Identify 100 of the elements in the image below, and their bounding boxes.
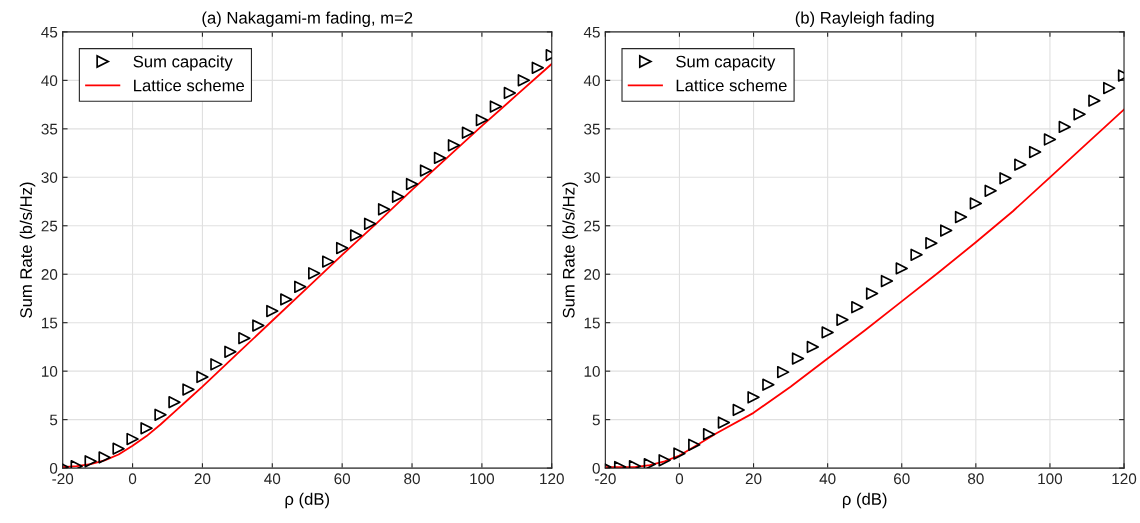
x-tick-label: 60 [334, 473, 351, 485]
x-tick-label: 0 [128, 473, 137, 485]
point [895, 262, 908, 275]
point [154, 408, 167, 421]
point [1088, 94, 1101, 107]
point [1028, 145, 1042, 159]
point [999, 172, 1012, 185]
x-tick-label: -20 [52, 473, 74, 485]
chart-title: (a) Nakagami-m fading, m=2 [202, 11, 413, 28]
point [806, 340, 820, 354]
point [673, 447, 686, 460]
y-tick-label: 35 [41, 123, 58, 135]
point [294, 280, 307, 294]
x-axis-title: ρ (dB) [285, 492, 329, 509]
x-tick-label: 80 [404, 473, 420, 485]
point [762, 378, 775, 391]
y-axis-title: Sum Rate (b/s/Hz) [19, 182, 36, 318]
point [969, 197, 983, 210]
point [939, 224, 953, 237]
point [1014, 158, 1027, 171]
point [112, 442, 125, 455]
y-tick-label: 40 [583, 75, 600, 87]
point [98, 451, 111, 464]
point [517, 74, 531, 87]
point [836, 313, 849, 326]
point [238, 331, 251, 345]
point [405, 177, 419, 191]
point [1058, 120, 1071, 134]
y-tick-label: 5 [49, 414, 58, 426]
y-tick-label: 45 [583, 26, 600, 38]
x-tick-label: 120 [540, 473, 564, 485]
point [447, 139, 461, 152]
point [503, 86, 517, 100]
x-tick-label: 20 [745, 473, 762, 485]
y-tick-label: 25 [41, 220, 58, 232]
chart-title: (b) Rayleigh fading [795, 11, 934, 28]
legend-label: Lattice scheme [676, 79, 787, 92]
point [252, 319, 265, 332]
point [851, 300, 864, 314]
y-tick-label: 30 [41, 172, 58, 183]
point [363, 217, 377, 231]
x-tick-label: 20 [194, 473, 211, 485]
point [433, 151, 447, 165]
point [461, 126, 475, 139]
point [791, 352, 805, 365]
point [1043, 133, 1057, 146]
y-tick-label: 5 [592, 414, 600, 426]
point [126, 432, 139, 446]
point [1073, 108, 1086, 121]
point [140, 422, 153, 435]
point [224, 345, 237, 358]
y-tick-label: 10 [584, 366, 600, 377]
point [910, 248, 923, 262]
legend-label: Lattice scheme [134, 79, 245, 92]
point [954, 210, 968, 224]
x-tick-label: 60 [894, 473, 910, 485]
point [196, 370, 209, 384]
point [821, 326, 834, 339]
x-tick-label: 40 [819, 473, 836, 485]
point [1103, 81, 1116, 95]
point [349, 229, 363, 242]
point [84, 455, 97, 468]
point [391, 190, 405, 203]
point [182, 383, 195, 396]
point [717, 416, 731, 429]
point [308, 267, 321, 280]
point [475, 113, 489, 127]
point [658, 454, 671, 467]
x-tick-label: 120 [1112, 473, 1137, 485]
point [776, 365, 790, 379]
x-tick-label: 0 [675, 473, 684, 485]
point [688, 438, 701, 452]
x-axis-title: ρ (dB) [842, 492, 887, 509]
y-tick-label: 15 [42, 317, 58, 329]
point [531, 61, 545, 74]
y-axis-title: Sum Rate (b/s/Hz) [562, 182, 578, 318]
y-tick-label: 10 [42, 366, 58, 377]
point [643, 457, 657, 469]
point [377, 203, 391, 216]
y-tick-label: 0 [49, 462, 58, 474]
legend-label: Sum capacity [133, 55, 233, 71]
y-tick-label: 25 [584, 220, 600, 232]
point [702, 427, 716, 441]
point [732, 403, 745, 417]
y-tick-label: 20 [584, 269, 600, 280]
point [865, 287, 879, 300]
x-tick-label: 100 [1038, 473, 1063, 485]
point [747, 391, 760, 404]
legend-label: Sum capacity [676, 55, 776, 71]
y-tick-label: 0 [592, 462, 600, 474]
y-tick-label: 20 [41, 269, 58, 280]
point [280, 293, 293, 306]
y-tick-label: 40 [41, 75, 58, 87]
y-tick-label: 45 [41, 26, 58, 38]
point [168, 395, 181, 409]
x-tick-label: -20 [594, 473, 616, 485]
point [880, 274, 894, 288]
point [489, 100, 503, 113]
y-tick-label: 35 [584, 123, 600, 135]
point [984, 184, 997, 198]
